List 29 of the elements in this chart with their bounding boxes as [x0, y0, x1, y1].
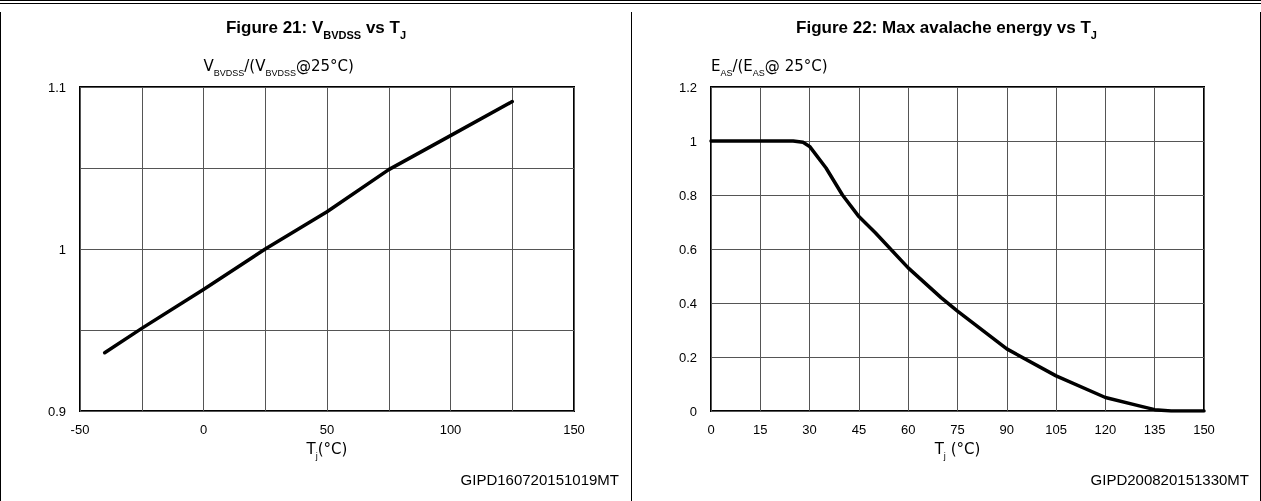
y-tick-label: 0.8 [678, 187, 697, 203]
x-tick-label: 75 [949, 422, 965, 437]
x-tick-label: 135 [1143, 422, 1166, 437]
x-tick-label: 150 [563, 422, 585, 437]
x-tick-label: 45 [851, 422, 866, 437]
y-tick-label: 1.1 [47, 79, 66, 95]
x-tick-label: 0 [706, 422, 715, 437]
x-tick-label: 60 [900, 422, 915, 437]
x-tick-label: 30 [801, 422, 817, 437]
x-tick-label: 100 [439, 422, 462, 437]
y-tick-label: 1.2 [678, 79, 697, 95]
y-tick-label: 0.9 [47, 403, 66, 419]
y-tick-label: 1 [689, 133, 697, 149]
y-tick-label: 0.2 [678, 349, 697, 365]
y-tick-label: 0.6 [678, 241, 697, 257]
line-series [102, 99, 514, 355]
x-tick-label: -50 [70, 422, 90, 437]
x-tick-label: 105 [1044, 422, 1067, 437]
y-tick-label: 0 [689, 403, 697, 419]
x-tick-label: 90 [999, 422, 1014, 437]
y-tick-label: 1 [58, 241, 66, 257]
text: GIPD200820151330MT [1090, 471, 1249, 488]
x-tick-label: 0 [199, 422, 208, 437]
x-tick-label: 50 [319, 422, 335, 437]
y-tick-label: 0.4 [678, 295, 697, 311]
x-tick-label: 150 [1192, 422, 1215, 437]
x-tick-label: 120 [1094, 422, 1116, 437]
x-tick-label: 15 [752, 422, 768, 437]
text: GIPD160720151019MT [460, 471, 619, 488]
